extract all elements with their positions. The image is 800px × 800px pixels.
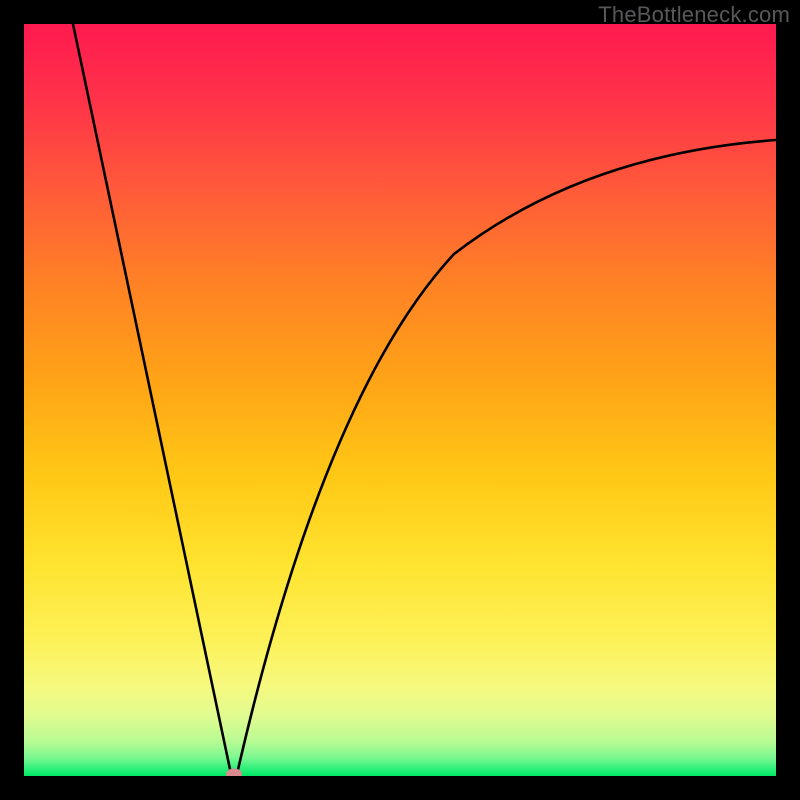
plot-area [24,24,776,776]
bottleneck-curve [24,24,776,776]
minimum-marker [226,769,242,777]
curve-left-branch [73,24,231,774]
watermark-text: TheBottleneck.com [598,2,790,28]
curve-right-branch [237,140,776,774]
